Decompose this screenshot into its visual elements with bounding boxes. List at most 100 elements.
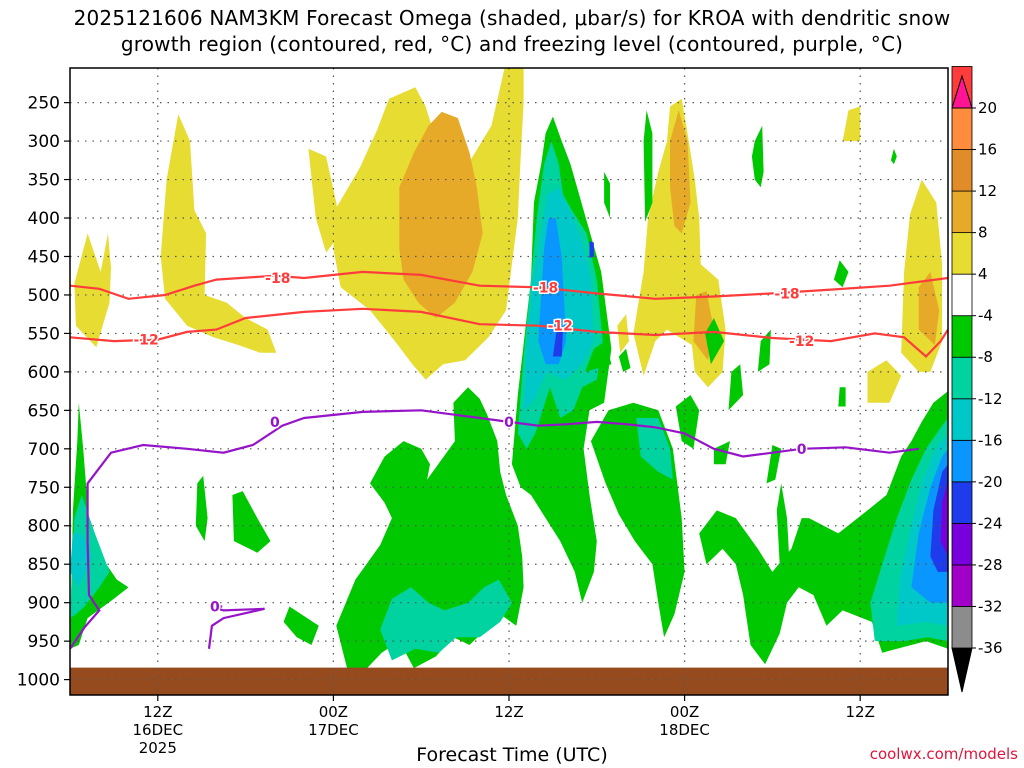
colorbar-swatch — [951, 481, 973, 524]
freezing-level-contour-label: 0 — [210, 600, 220, 616]
omega-region-dn4 — [585, 341, 612, 372]
omega-region-dn4 — [833, 260, 849, 288]
omega-region-dn8 — [380, 579, 512, 661]
colorbar-label: 20 — [978, 99, 997, 117]
x-tick-label: 2025 — [139, 739, 177, 757]
x-tick-label: 00Z — [319, 703, 348, 721]
dgz-contour-line — [70, 307, 948, 359]
colorbar-swatch — [951, 564, 973, 607]
omega-region-dn4 — [705, 318, 725, 365]
colorbar-label: -4 — [978, 307, 993, 325]
y-tick-label: 800 — [28, 517, 60, 537]
omega-region-dn4 — [890, 148, 897, 165]
x-tick-label: 12Z — [846, 703, 875, 721]
omega-region-dn4 — [766, 445, 782, 484]
freezing-level-contour-label: 0 — [504, 415, 514, 431]
omega-region-up8 — [918, 271, 940, 345]
omega-region-dn12 — [70, 533, 92, 588]
dgz-contour-label: -12 — [548, 319, 573, 335]
y-tick-label: 450 — [28, 247, 60, 267]
omega-region-dn4 — [232, 491, 271, 553]
y-axis-ticks: 250 300 350 400 450 500 550 600 650 700 750 800 850 9… — [17, 94, 70, 691]
omega-region-up4 — [867, 360, 902, 403]
colorbar-label: -32 — [978, 597, 1003, 615]
colorbar-swatch — [951, 606, 973, 649]
omega-region-up4 — [74, 233, 111, 348]
colorbar-swatch — [951, 149, 973, 192]
y-tick-label: 700 — [28, 440, 60, 460]
colorbar-swatch — [951, 273, 973, 317]
y-tick-label: 950 — [28, 632, 60, 652]
credit-text: coolwx.com/models — [869, 745, 1018, 763]
y-tick-label: 850 — [28, 555, 60, 575]
dgz-contour-label: -18 — [774, 286, 799, 302]
colorbar-label: -24 — [978, 514, 1003, 532]
y-tick-label: 1000 — [17, 671, 60, 691]
y-tick-label: 600 — [28, 363, 60, 383]
colorbar-label: -8 — [978, 348, 993, 366]
omega-region-up4 — [160, 114, 277, 353]
contour-lines: -18 -18 -18 -12 -12 -12 0 0 0 0 — [70, 270, 948, 650]
y-tick-label: 550 — [28, 324, 60, 344]
omega-region-up4 — [842, 106, 861, 142]
y-tick-label: 900 — [28, 594, 60, 614]
omega-region-dn4 — [283, 606, 319, 645]
x-tick-label: 12Z — [143, 703, 172, 721]
omega-region-dn4 — [675, 395, 700, 449]
dgz-contour-label: -18 — [533, 280, 558, 296]
y-tick-label: 650 — [28, 401, 60, 421]
colorbar-min-arrow — [951, 647, 973, 693]
x-tick-label: 00Z — [670, 703, 699, 721]
y-tick-label: 250 — [28, 94, 60, 114]
x-tick-label: 18DEC — [659, 721, 710, 739]
chart-title-line-2: growth region (contoured, red, °C) and f… — [120, 32, 904, 56]
plot-area: -18 -18 -18 -12 -12 -12 0 0 0 0 — [69, 67, 949, 696]
x-tick-label: 12Z — [494, 703, 523, 721]
ground-surface — [70, 667, 948, 695]
x-tick-label: 17DEC — [308, 721, 359, 739]
dgz-contour-label: -18 — [265, 271, 290, 287]
colorbar-label: 12 — [978, 182, 997, 200]
colorbar-swatch — [951, 315, 973, 358]
y-tick-label: 750 — [28, 478, 60, 498]
chart-title-line-1: 2025121606 NAM3KM Forecast Omega (shaded… — [73, 6, 951, 30]
colorbar-swatch — [951, 190, 973, 234]
omega-region-dn4 — [838, 387, 846, 407]
omega-region-dn8 — [636, 418, 673, 480]
omega-region-dn4 — [604, 171, 610, 218]
colorbar: -36 -32 -28 -24 -20 -16 -12 -8 -4 4 8 12 16 20 — [951, 66, 1003, 693]
colorbar-label: 4 — [978, 265, 988, 283]
y-tick-label: 500 — [28, 286, 60, 306]
omega-region-dn20 — [589, 241, 594, 258]
omega-region-dn24 — [940, 479, 948, 557]
freezing-level-contour-label: 0 — [270, 415, 280, 431]
omega-region-dn4 — [757, 329, 771, 372]
dgz-contour-label: -12 — [789, 334, 814, 350]
omega-region-dn4 — [728, 364, 744, 411]
y-tick-label: 300 — [28, 132, 60, 152]
x-axis-title: Forecast Time (UTC) — [416, 744, 608, 766]
freezing-level-contour-line — [70, 409, 919, 650]
colorbar-label: -20 — [978, 473, 1003, 491]
y-tick-label: 350 — [28, 171, 60, 191]
colorbar-swatch — [951, 356, 973, 400]
omega-region-dn4 — [618, 348, 631, 372]
colorbar-label: 16 — [978, 141, 997, 159]
colorbar-max-arrow — [951, 74, 973, 109]
freezing-level-contour-line — [207, 605, 265, 649]
colorbar-swatch — [951, 398, 973, 441]
colorbar-swatch — [951, 522, 973, 566]
dgz-contour-label: -12 — [133, 333, 158, 349]
y-tick-label: 400 — [28, 209, 60, 229]
omega-region-up8 — [399, 111, 483, 319]
omega-region-dn4 — [776, 483, 790, 572]
colorbar-label: 8 — [978, 224, 988, 242]
colorbar-swatch — [951, 232, 973, 275]
freezing-level-contour-label: 0 — [797, 442, 807, 458]
colorbar-label: -36 — [978, 639, 1003, 657]
dgz-contour-line — [70, 270, 948, 300]
omega-region-up4 — [308, 148, 341, 253]
colorbar-swatch — [951, 107, 973, 150]
